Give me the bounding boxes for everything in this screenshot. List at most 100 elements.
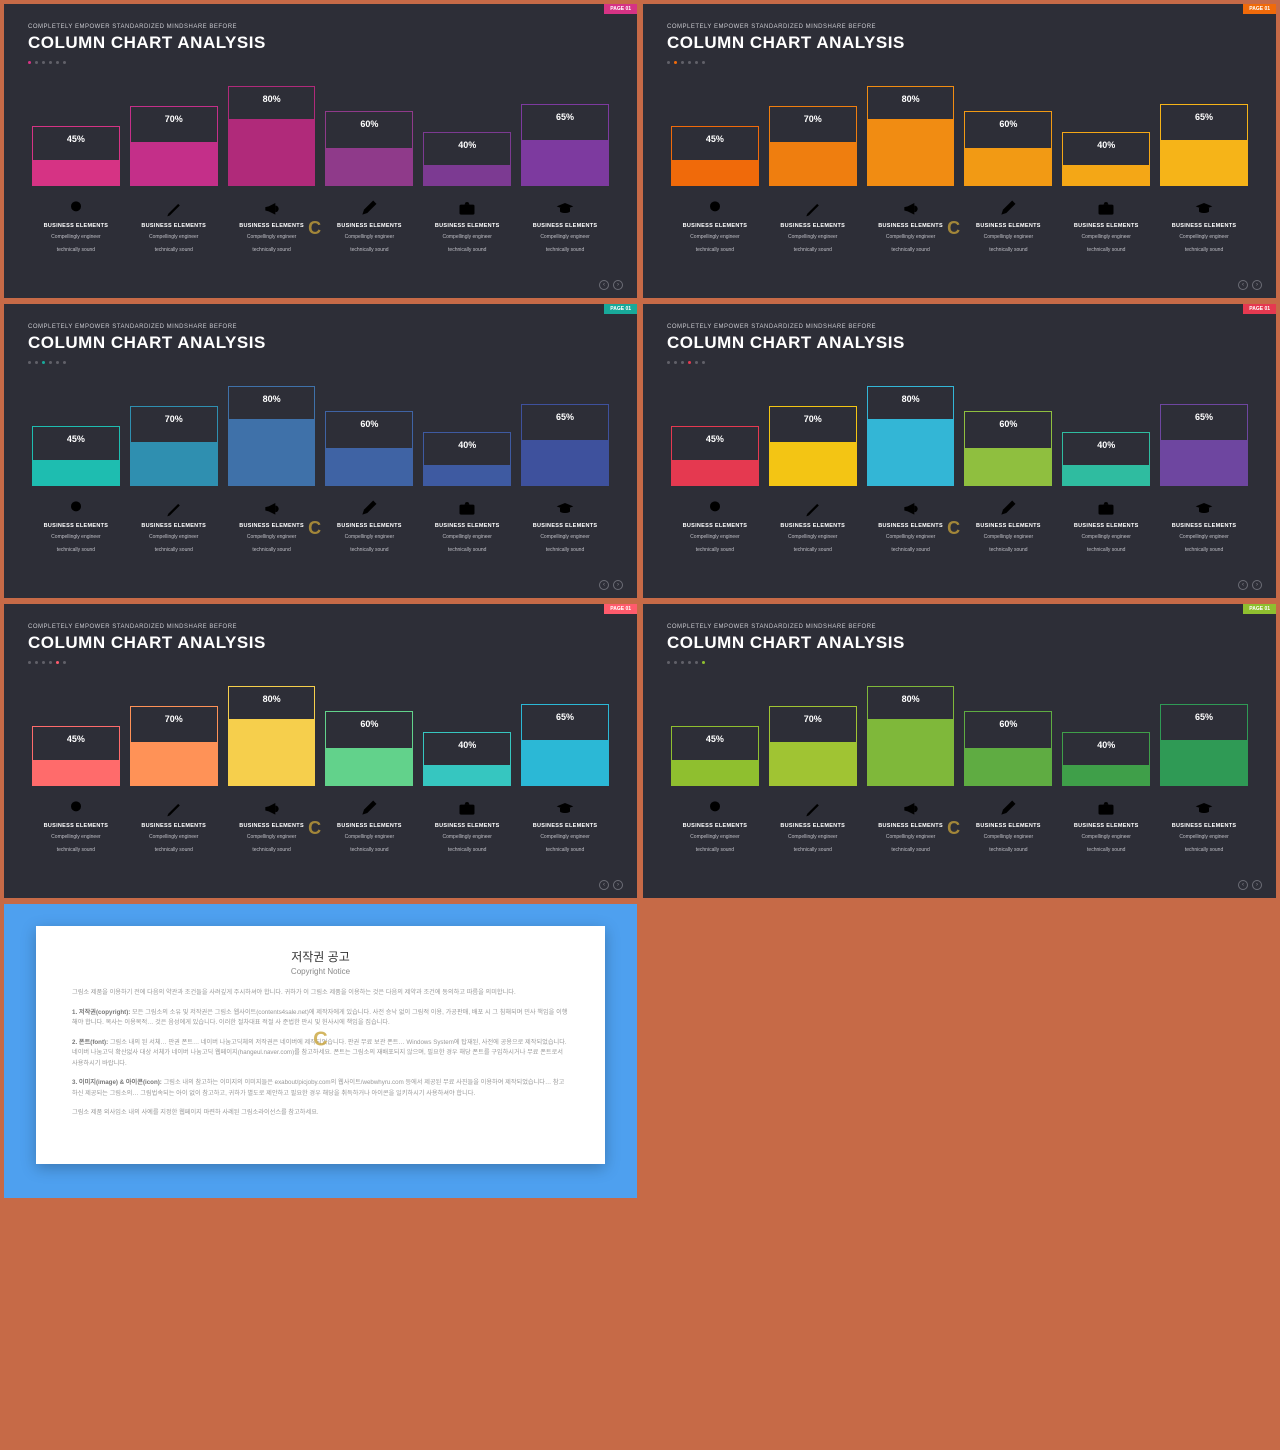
bar-outline: 45%: [671, 726, 759, 786]
caption-line: technically sound: [1185, 547, 1223, 555]
slide-title: COLUMN CHART ANALYSIS: [667, 333, 1252, 353]
captions-row: BUSINESS ELEMENTS Compellingly engineer …: [667, 498, 1252, 554]
caption-line: technically sound: [252, 847, 290, 855]
pagination-dots: [667, 361, 1252, 364]
bar-value-label: 60%: [326, 412, 412, 429]
pagination-dot: [49, 61, 52, 64]
bar-fill: [1161, 440, 1247, 485]
pagination-dot: [702, 661, 705, 664]
bar-outline: 40%: [423, 132, 511, 186]
bar-fill: [522, 740, 608, 785]
bar-value-label: 45%: [672, 427, 758, 444]
nav-prev-button[interactable]: ‹: [1238, 280, 1248, 290]
bar-value-label: 70%: [131, 707, 217, 724]
caption-title: BUSINESS ELEMENTS: [1172, 223, 1237, 229]
bar-value-label: 65%: [1161, 405, 1247, 422]
caption-line: technically sound: [252, 247, 290, 255]
column-caption: BUSINESS ELEMENTS Compellingly engineer …: [32, 798, 120, 854]
pagination-dot: [49, 661, 52, 664]
bar-fill: [868, 119, 954, 185]
bar-value-label: 65%: [522, 105, 608, 122]
bar-outline: 40%: [1062, 432, 1150, 486]
bar-fill: [131, 442, 217, 485]
caption-line: Compellingly engineer: [345, 534, 394, 542]
chart-column: 60%: [964, 411, 1052, 486]
nav-next-button[interactable]: ›: [613, 880, 623, 890]
caption-line: Compellingly engineer: [984, 534, 1033, 542]
pagination-dot: [56, 61, 59, 64]
nav-next-button[interactable]: ›: [613, 280, 623, 290]
caption-line: technically sound: [989, 547, 1027, 555]
nav-next-button[interactable]: ›: [613, 580, 623, 590]
caption-line: Compellingly engineer: [442, 534, 491, 542]
nav-prev-button[interactable]: ‹: [599, 580, 609, 590]
page-tag: PAGE 01: [604, 304, 637, 314]
column-caption: BUSINESS ELEMENTS Compellingly engineer …: [671, 798, 759, 854]
chart-column: 60%: [325, 411, 413, 486]
caption-line: technically sound: [155, 247, 193, 255]
caption-line: technically sound: [891, 847, 929, 855]
pagination-dot: [667, 61, 670, 64]
bulb-icon: [705, 198, 725, 218]
megaphone-icon: [262, 798, 282, 818]
nav-next-button[interactable]: ›: [1252, 880, 1262, 890]
column-caption: BUSINESS ELEMENTS Compellingly engineer …: [423, 198, 511, 254]
bar-outline: 60%: [325, 411, 413, 486]
caption-line: technically sound: [989, 847, 1027, 855]
column-caption: BUSINESS ELEMENTS Compellingly engineer …: [32, 498, 120, 554]
bar-value-label: 65%: [522, 705, 608, 722]
camera-icon: [457, 498, 477, 518]
bar-fill: [965, 748, 1051, 785]
caption-title: BUSINESS ELEMENTS: [337, 823, 402, 829]
chart-column: 60%: [325, 111, 413, 186]
caption-line: Compellingly engineer: [886, 234, 935, 242]
pagination-dot: [49, 361, 52, 364]
pagination-dots: [28, 361, 613, 364]
caption-title: BUSINESS ELEMENTS: [683, 823, 748, 829]
grad-cap-icon: [555, 798, 575, 818]
caption-title: BUSINESS ELEMENTS: [337, 523, 402, 529]
slide-nav: ‹ ›: [1238, 280, 1262, 290]
bar-value-label: 45%: [33, 127, 119, 144]
chart-column: 80%: [867, 686, 955, 786]
nav-prev-button[interactable]: ‹: [1238, 580, 1248, 590]
slide-nav: ‹ ›: [599, 580, 623, 590]
slide-nav: ‹ ›: [599, 280, 623, 290]
pagination-dot: [674, 61, 677, 64]
chart-column: 60%: [964, 711, 1052, 786]
caption-line: Compellingly engineer: [247, 234, 296, 242]
nav-prev-button[interactable]: ‹: [599, 880, 609, 890]
slide-subtitle: COMPLETELY EMPOWER STANDARDIZED MINDSHAR…: [28, 624, 613, 630]
nav-prev-button[interactable]: ‹: [1238, 880, 1248, 890]
bar-fill: [1063, 465, 1149, 485]
nav-next-button[interactable]: ›: [1252, 580, 1262, 590]
copyright-subtitle: Copyright Notice: [72, 967, 569, 976]
bar-value-label: 70%: [770, 107, 856, 124]
caption-line: technically sound: [696, 247, 734, 255]
column-caption: BUSINESS ELEMENTS Compellingly engineer …: [521, 198, 609, 254]
brush-icon: [803, 198, 823, 218]
caption-line: technically sound: [989, 247, 1027, 255]
pagination-dot: [667, 661, 670, 664]
camera-icon: [1096, 798, 1116, 818]
bulb-icon: [66, 798, 86, 818]
chart-column: 80%: [867, 386, 955, 486]
bar-fill: [131, 742, 217, 785]
bar-value-label: 45%: [33, 427, 119, 444]
pagination-dot: [63, 661, 66, 664]
pagination-dot: [42, 661, 45, 664]
column-caption: BUSINESS ELEMENTS Compellingly engineer …: [228, 798, 316, 854]
pagination-dot: [35, 661, 38, 664]
nav-prev-button[interactable]: ‹: [599, 280, 609, 290]
chart-column: 40%: [423, 132, 511, 186]
copyright-title: 저작권 공고: [72, 948, 569, 965]
nav-next-button[interactable]: ›: [1252, 280, 1262, 290]
camera-icon: [457, 798, 477, 818]
caption-line: Compellingly engineer: [540, 834, 589, 842]
chart-column: 40%: [1062, 432, 1150, 486]
slide-subtitle: COMPLETELY EMPOWER STANDARDIZED MINDSHAR…: [667, 624, 1252, 630]
pagination-dot: [63, 61, 66, 64]
pagination-dot: [681, 361, 684, 364]
bar-fill: [1161, 740, 1247, 785]
pagination-dot: [667, 361, 670, 364]
